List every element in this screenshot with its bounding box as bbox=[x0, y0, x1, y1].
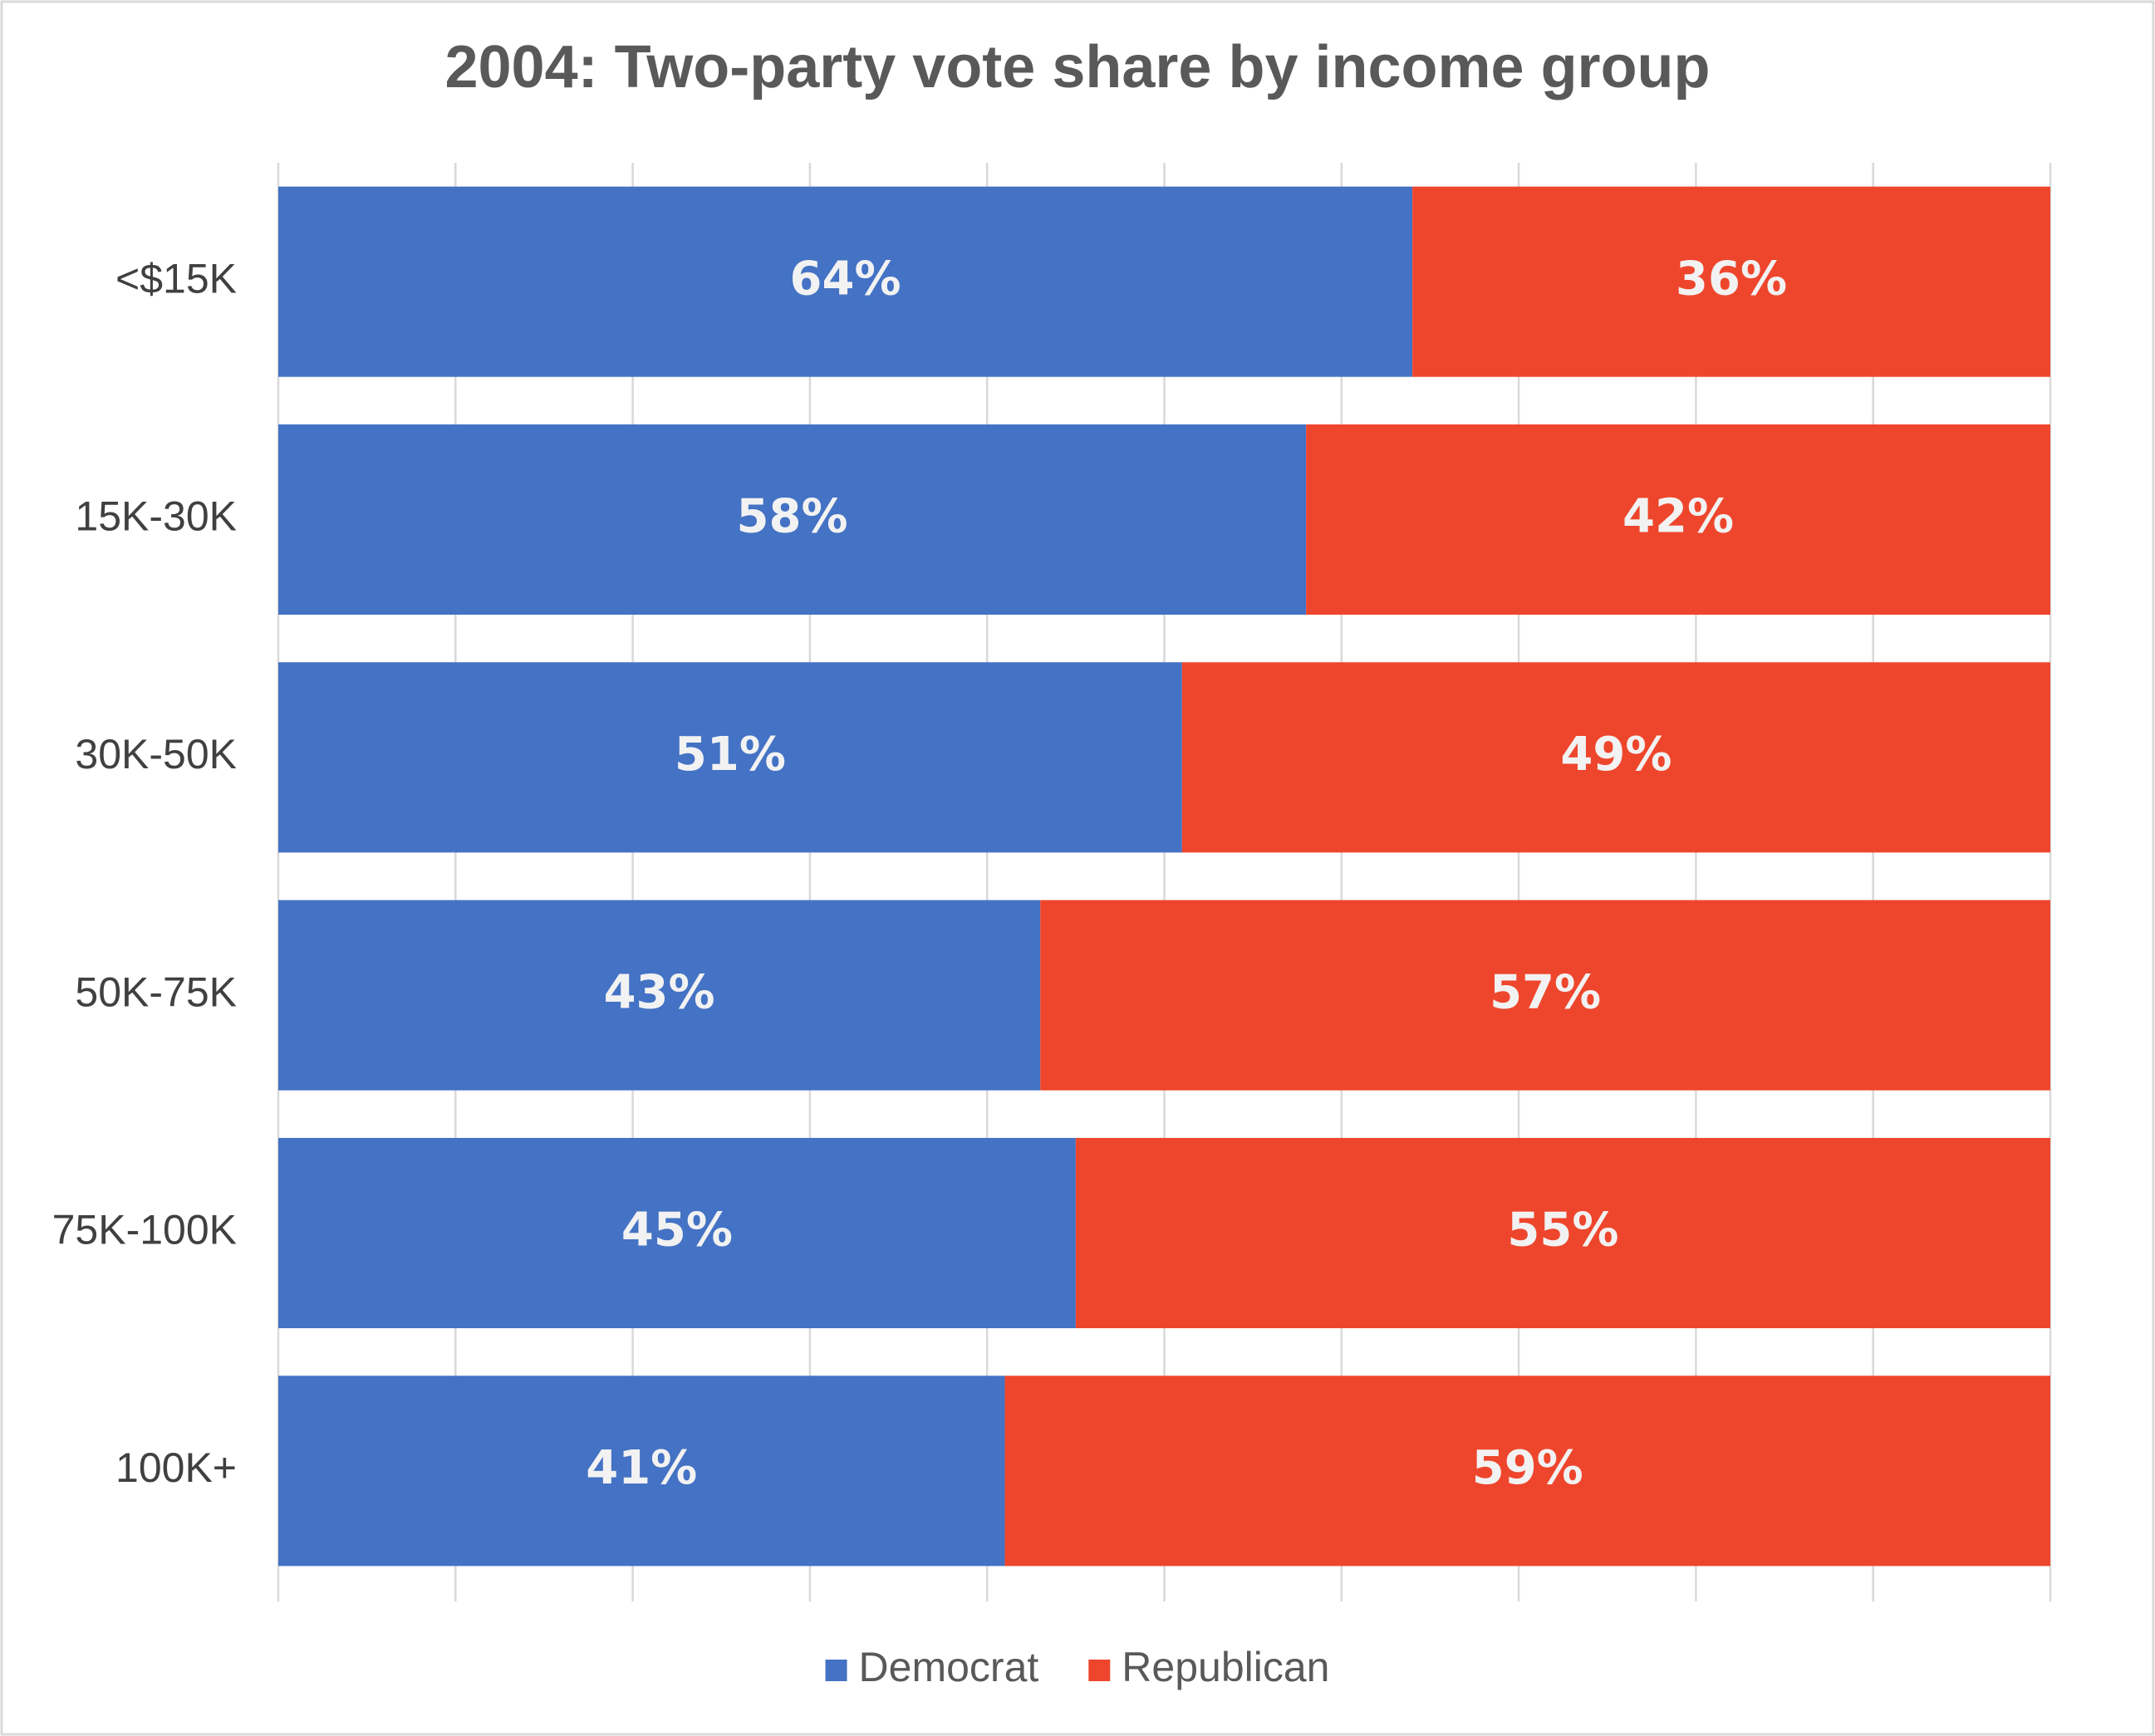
data-label: 58% bbox=[737, 490, 848, 544]
bar-segment bbox=[278, 662, 1182, 853]
bar-segment bbox=[1004, 1376, 2050, 1567]
data-label: 64% bbox=[790, 252, 901, 306]
bar-segment bbox=[278, 1137, 1076, 1329]
bar-segment bbox=[278, 900, 1041, 1091]
data-label: 49% bbox=[1560, 728, 1671, 782]
y-tick-label: 50K-75K bbox=[75, 969, 237, 1015]
bar-segment bbox=[1181, 662, 2050, 853]
y-tick-label: <$15K bbox=[115, 255, 237, 302]
data-label: 45% bbox=[621, 1204, 733, 1258]
data-label: 55% bbox=[1507, 1204, 1618, 1258]
bar-segment bbox=[278, 424, 1307, 615]
data-label: 59% bbox=[1472, 1441, 1583, 1495]
legend-label: Democrat bbox=[859, 1644, 1039, 1690]
data-label: 41% bbox=[586, 1441, 697, 1495]
bar-segment bbox=[1040, 900, 2050, 1091]
legend-swatch bbox=[825, 1660, 847, 1681]
bar-segment bbox=[1306, 424, 2050, 615]
bar-segment bbox=[278, 1376, 1005, 1567]
data-label: 51% bbox=[675, 728, 786, 782]
data-label: 42% bbox=[1622, 490, 1734, 544]
y-tick-label: 100K+ bbox=[115, 1444, 237, 1491]
chart-title: 2004: Two-party vote share by income gro… bbox=[444, 34, 1710, 101]
data-label: 43% bbox=[604, 965, 715, 1019]
y-tick-label: 15K-30K bbox=[75, 493, 237, 540]
bar-segment bbox=[1075, 1137, 2050, 1329]
data-label: 36% bbox=[1676, 252, 1787, 306]
y-tick-label: 30K-50K bbox=[75, 731, 237, 777]
data-label: 57% bbox=[1490, 965, 1601, 1019]
bar-segment bbox=[1412, 186, 2050, 377]
legend-swatch bbox=[1088, 1660, 1111, 1681]
y-tick-label: 75K-100K bbox=[52, 1207, 237, 1253]
legend-label: Republican bbox=[1122, 1644, 1329, 1690]
bar-segment bbox=[278, 186, 1413, 377]
